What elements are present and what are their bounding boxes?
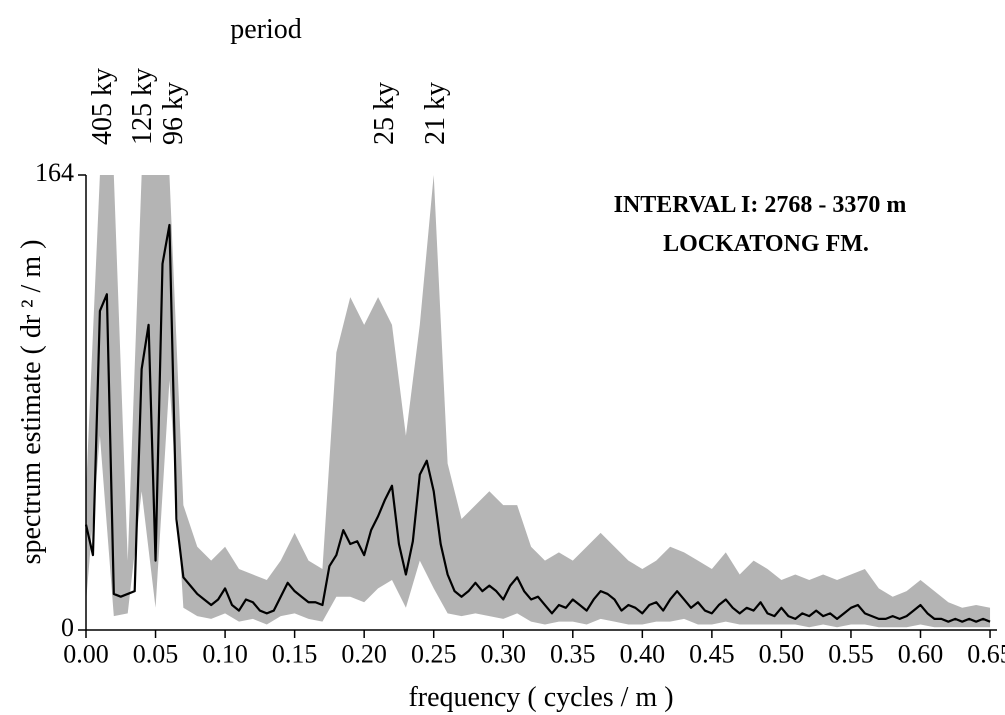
- annotation: LOCKATONG FM.: [663, 231, 869, 257]
- x-axis-label: frequency ( cycles / m ): [408, 682, 673, 713]
- x-tick-label: 0.60: [898, 639, 944, 668]
- y-tick-label: 0: [61, 613, 74, 642]
- period-label: 96 ky: [158, 82, 189, 145]
- y-axis-label: spectrum estimate ( dr ² / m ): [16, 240, 47, 565]
- x-tick-label: 0.20: [341, 639, 387, 668]
- x-tick-label: 0.05: [133, 639, 179, 668]
- x-tick-label: 0.00: [63, 639, 109, 668]
- x-tick-label: 0.40: [620, 639, 666, 668]
- x-tick-label: 0.55: [828, 639, 874, 668]
- period-title: period: [230, 14, 302, 45]
- period-label: 125 ky: [127, 68, 158, 145]
- x-tick-label: 0.65: [967, 639, 1005, 668]
- x-tick-label: 0.10: [202, 639, 248, 668]
- period-label: 21 ky: [420, 82, 451, 145]
- period-label: 405 ky: [87, 68, 118, 145]
- x-tick-label: 0.35: [550, 639, 596, 668]
- spectrum-line: [84, 223, 991, 623]
- y-tick-label: 164: [35, 158, 74, 187]
- x-tick-label: 0.25: [411, 639, 457, 668]
- x-tick-label: 0.50: [759, 639, 805, 668]
- annotation: INTERVAL I: 2768 - 3370 m: [614, 192, 907, 218]
- x-tick-label: 0.30: [481, 639, 527, 668]
- period-label: 25 ky: [369, 82, 400, 145]
- x-tick-label: 0.15: [272, 639, 318, 668]
- x-tick-label: 0.45: [689, 639, 735, 668]
